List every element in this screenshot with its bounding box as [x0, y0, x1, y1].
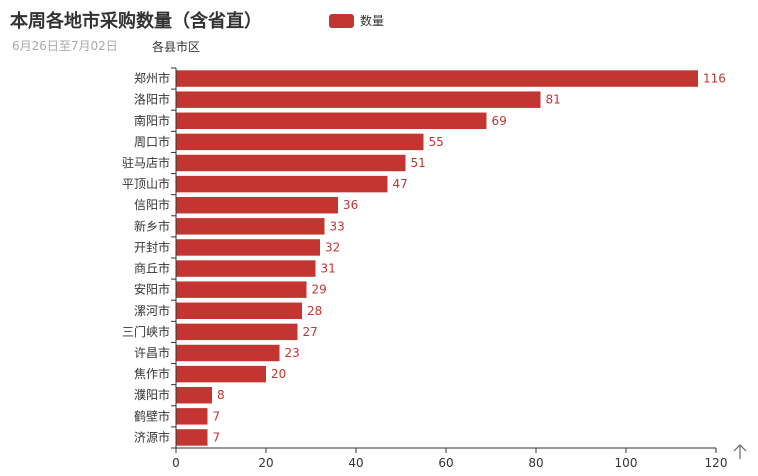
y-tick-label: 驻马店市	[122, 155, 170, 170]
x-tick-label: 100	[615, 456, 638, 470]
bar	[176, 365, 266, 383]
y-axis-name: 各县市区	[152, 39, 200, 54]
value-label: 51	[411, 156, 426, 170]
y-tick-label: 郑州市	[134, 71, 170, 86]
y-tick-label: 周口市	[134, 134, 170, 149]
value-label: 31	[321, 262, 336, 276]
y-tick-label: 焦作市	[134, 366, 170, 381]
bar	[176, 408, 208, 425]
bar	[176, 175, 388, 193]
bar	[176, 239, 320, 256]
x-tick-label: 0	[172, 456, 180, 470]
chart-title: 本周各地市采购数量（含省直）	[10, 11, 262, 32]
y-tick-marks	[171, 67, 176, 449]
value-label: 116	[703, 72, 726, 86]
x-tick-label: 20	[258, 456, 273, 470]
y-tick-label: 南阳市	[134, 113, 170, 128]
y-tick-label: 漯河市	[134, 303, 170, 318]
value-label: 69	[492, 114, 507, 128]
y-tick-label: 洛阳市	[134, 92, 170, 107]
bar	[176, 429, 208, 446]
y-tick-label: 商丘市	[134, 261, 170, 276]
value-label: 28	[307, 304, 322, 318]
y-tick-label: 开封市	[134, 239, 170, 254]
x-tick-labels: 0 20 40 60 80 100 120	[172, 456, 727, 470]
value-label: 7	[213, 430, 221, 444]
x-tick-label: 120	[705, 456, 728, 470]
value-label: 23	[285, 346, 300, 360]
legend-label: 数量	[360, 14, 385, 28]
y-tick-label: 濮阳市	[134, 387, 170, 402]
bar	[176, 260, 316, 277]
y-tick-label: 鹤壁市	[134, 408, 170, 423]
value-label: 47	[393, 177, 408, 191]
y-tick-label: 三门峡市	[122, 324, 170, 339]
bar	[176, 344, 280, 362]
y-tick-label: 济源市	[134, 429, 170, 444]
value-label: 55	[429, 135, 444, 149]
y-tick-label: 新乡市	[134, 218, 170, 233]
value-label: 29	[312, 283, 327, 297]
y-tick-label: 许昌市	[134, 345, 170, 360]
value-label: 36	[343, 198, 358, 212]
bar	[176, 133, 424, 151]
y-tick-labels: 郑州市洛阳市南阳市周口市驻马店市平顶山市信阳市新乡市开封市商丘市安阳市漯河市三门…	[122, 71, 170, 445]
value-label: 81	[546, 93, 561, 107]
legend-swatch	[329, 13, 354, 28]
x-tick-label: 60	[438, 456, 453, 470]
chart-subtitle: 6月26日至7月02日	[12, 39, 118, 53]
bar	[176, 218, 325, 235]
bar	[176, 196, 338, 214]
arrow-up-icon[interactable]	[733, 444, 747, 459]
bars-group	[176, 70, 698, 446]
bar	[176, 323, 298, 341]
y-tick-label: 平顶山市	[122, 176, 170, 191]
value-label: 27	[303, 325, 318, 339]
bar	[176, 70, 698, 87]
value-label: 20	[271, 367, 286, 381]
y-tick-label: 信阳市	[134, 197, 170, 212]
value-label: 33	[330, 219, 345, 233]
bar	[176, 112, 487, 130]
x-tick-marks	[175, 448, 717, 453]
bar	[176, 281, 307, 298]
bar	[176, 154, 406, 172]
value-label: 7	[213, 409, 221, 423]
x-tick-label: 80	[528, 456, 543, 470]
value-label: 32	[325, 240, 340, 254]
x-tick-label: 40	[348, 456, 363, 470]
legend[interactable]: 数量	[329, 12, 384, 29]
y-tick-label: 安阳市	[134, 282, 170, 297]
bar	[176, 91, 541, 108]
bar	[176, 302, 302, 320]
bar	[176, 386, 212, 404]
value-label: 8	[217, 388, 225, 402]
